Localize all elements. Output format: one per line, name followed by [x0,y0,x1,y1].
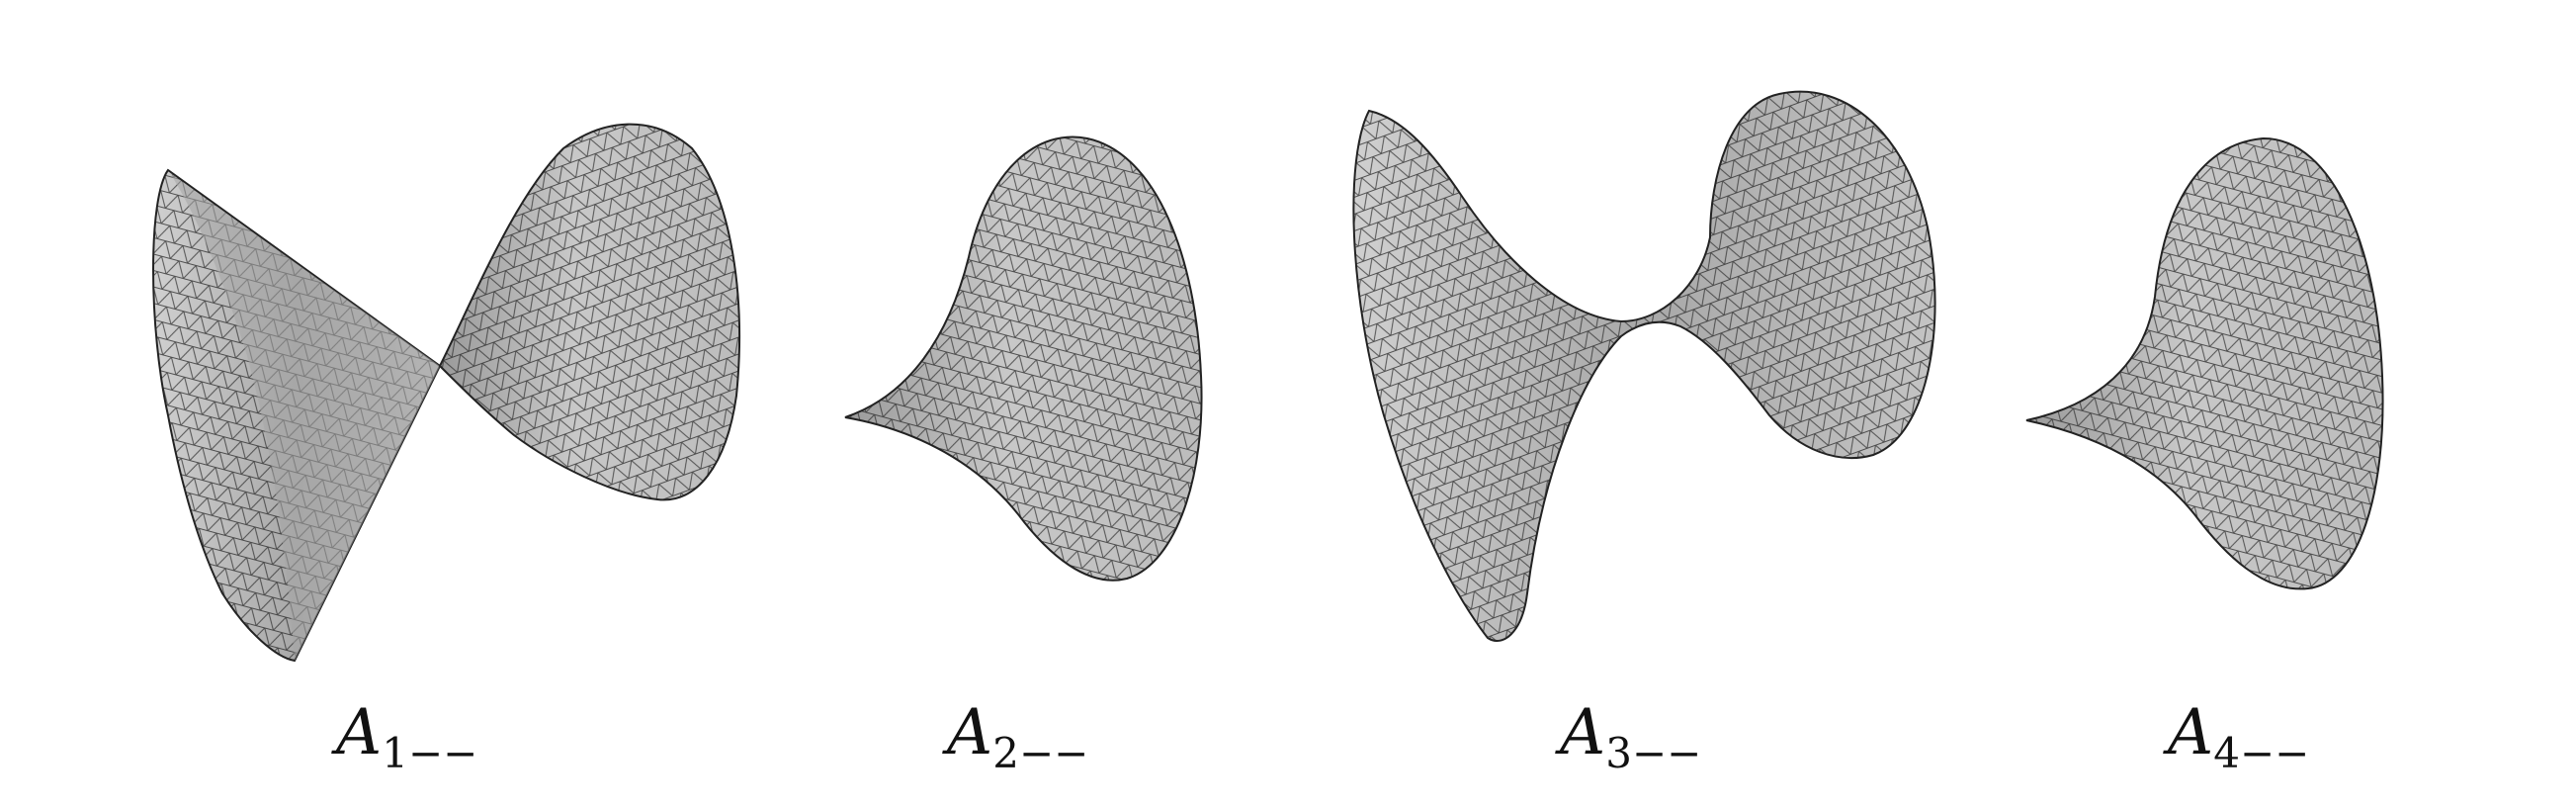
surface-a1 [152,123,740,663]
svg-text:A4−−: A4−− [2163,696,2309,777]
label-a3: A3−− [1555,696,1701,777]
label-a2: A2−− [942,696,1088,777]
label-a4: A4−− [2163,696,2309,777]
surface-a3 [1352,90,1936,642]
surface-a2 [844,135,1203,582]
svg-text:A1−−: A1−− [331,696,477,777]
label-a1: A1−− [331,696,477,777]
svg-text:A2−−: A2−− [942,696,1088,777]
svg-text:A3−−: A3−− [1555,696,1701,777]
surface-a4 [2025,136,2384,590]
